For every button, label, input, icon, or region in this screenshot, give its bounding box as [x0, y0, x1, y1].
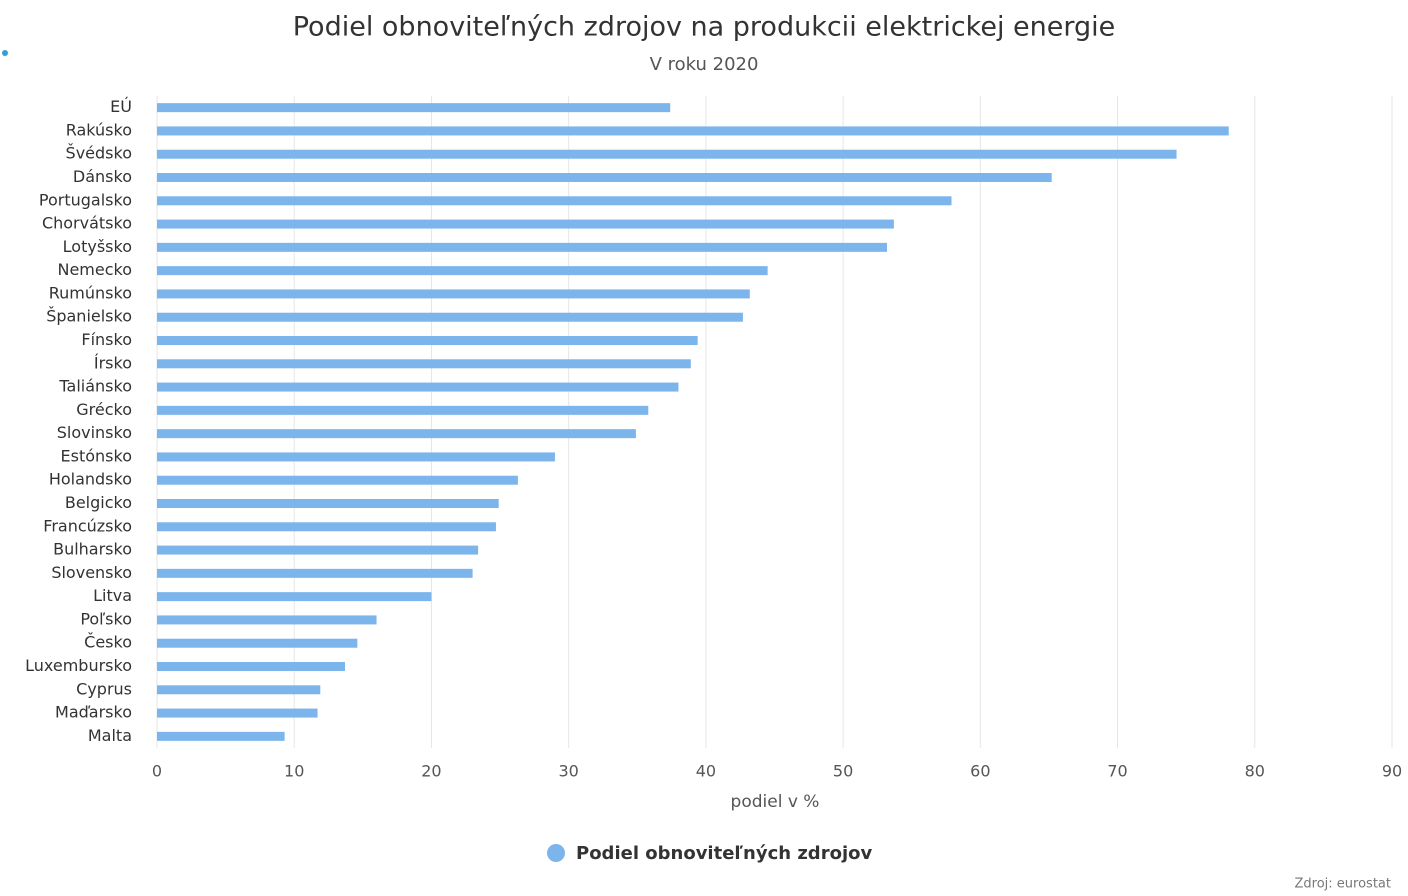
x-tick-label: 80 [1245, 762, 1265, 781]
y-tick-label: EÚ [110, 97, 132, 116]
bar [157, 382, 679, 392]
bar [157, 708, 318, 718]
x-tick-label: 30 [558, 762, 578, 781]
bar [157, 638, 358, 648]
y-tick-label: Lotyšsko [63, 237, 132, 256]
bar [157, 568, 473, 578]
bar [157, 405, 649, 415]
y-tick-label: Belgicko [65, 493, 132, 512]
bar [157, 173, 1052, 182]
x-tick-label: 40 [696, 762, 716, 781]
y-tick-label: Dánsko [73, 167, 132, 186]
bar [157, 592, 432, 602]
x-tick-label: 20 [421, 762, 441, 781]
bar [157, 452, 555, 462]
bar [157, 662, 345, 671]
y-tick-label: Fínsko [81, 330, 132, 349]
y-tick-label: Luxembursko [25, 656, 132, 675]
y-tick-label: Česko [84, 633, 132, 652]
source: Zdroj: eurostat [1295, 877, 1391, 892]
x-tick-label: 90 [1382, 762, 1402, 781]
x-tick-label: 0 [152, 762, 162, 781]
decor-dot [2, 50, 8, 56]
bar [157, 359, 691, 369]
y-tick-label: Taliánsko [58, 377, 132, 396]
y-tick-label: Slovensko [51, 563, 132, 582]
y-tick-label: Chorvátsko [42, 214, 132, 233]
x-axis-label: podiel v % [731, 792, 820, 812]
y-tick-label: Rumúnsko [49, 283, 132, 302]
bar [157, 312, 743, 322]
chart-subtitle: V roku 2020 [650, 54, 759, 75]
bar [157, 103, 671, 113]
bar [157, 685, 321, 695]
y-tick-label: Maďarsko [55, 703, 132, 722]
bar [157, 336, 698, 345]
bar [157, 242, 888, 252]
y-tick-label: Nemecko [57, 260, 132, 279]
bar [157, 522, 496, 532]
chart-title: Podiel obnoviteľných zdrojov na produkci… [293, 12, 1116, 43]
y-tick-label: Estónsko [61, 446, 132, 465]
y-tick-label: Grécko [76, 400, 132, 419]
y-tick-label: Švédsko [66, 144, 132, 163]
x-tick-label: 60 [970, 762, 990, 781]
y-tick-label: Malta [88, 726, 132, 745]
legend-marker [547, 844, 565, 862]
y-tick-label: Rakúsko [66, 120, 132, 139]
bar [157, 499, 499, 508]
bar [157, 545, 479, 555]
bar [157, 196, 952, 206]
y-tick-label: Cyprus [76, 679, 132, 698]
bar [157, 289, 750, 299]
bar [157, 266, 768, 276]
x-tick-label: 50 [833, 762, 853, 781]
y-tick-label: Holandsko [49, 470, 132, 489]
bar [157, 615, 377, 625]
y-tick-label: Írsko [94, 353, 132, 372]
bar [157, 731, 285, 741]
y-tick-label: Litva [93, 586, 132, 605]
x-tick-label: 10 [284, 762, 304, 781]
bar [157, 149, 1177, 159]
y-tick-label: Poľsko [80, 609, 132, 628]
y-tick-label: Francúzsko [43, 516, 132, 535]
y-tick-label: Španielsko [46, 307, 132, 326]
bar [157, 219, 894, 229]
y-tick-label: Slovinsko [57, 423, 132, 442]
bar [157, 126, 1229, 136]
y-tick-label: Bulharsko [53, 540, 132, 559]
x-tick-label: 70 [1107, 762, 1127, 781]
y-tick-label: Portugalsko [39, 190, 132, 209]
legend-label: Podiel obnoviteľných zdrojov [576, 843, 872, 864]
bar [157, 429, 636, 439]
bar [157, 475, 518, 485]
